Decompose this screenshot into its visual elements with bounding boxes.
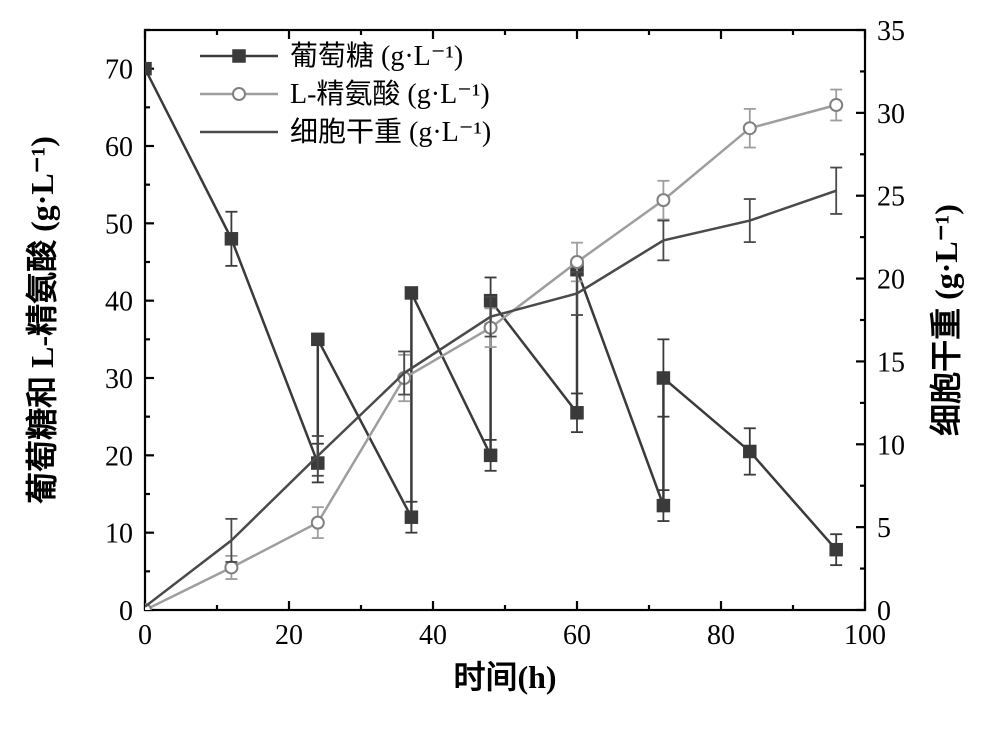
- fermentation-chart: 0204060801000102030405060700510152025303…: [0, 0, 1000, 732]
- marker-square: [312, 333, 324, 345]
- marker-square: [830, 544, 842, 556]
- chart-container: 0204060801000102030405060700510152025303…: [0, 0, 1000, 732]
- marker-circle: [830, 99, 842, 111]
- axis-label-y-right: 细胞干重 (g·L⁻¹): [928, 204, 964, 436]
- tick-label-yL: 70: [105, 55, 133, 86]
- legend: 葡萄糖 (g·L⁻¹) L-精氨酸 (g·L⁻¹) 细胞干重 (g·L⁻¹): [200, 40, 491, 148]
- marker-square: [405, 287, 417, 299]
- marker-circle: [657, 194, 669, 206]
- marker-square: [485, 449, 497, 461]
- tick-label-yR: 0: [877, 596, 891, 627]
- tick-label-yL: 40: [105, 287, 133, 318]
- tick-label-yL: 60: [105, 132, 133, 163]
- legend-label: 细胞干重 (g·L⁻¹): [290, 116, 491, 148]
- marker-circle: [744, 122, 756, 134]
- tick-label-yL: 10: [105, 519, 133, 550]
- axis-label-x: 时间(h): [453, 659, 556, 695]
- marker-circle: [312, 517, 324, 529]
- tick-label-yR: 15: [877, 347, 905, 378]
- marker-square: [225, 233, 237, 245]
- marker-circle: [571, 256, 583, 268]
- marker-square: [657, 372, 669, 384]
- tick-label-x: 20: [275, 620, 303, 651]
- legend-label: 葡萄糖 (g·L⁻¹): [290, 40, 463, 72]
- marker-square: [744, 445, 756, 457]
- tick-label-yL: 50: [105, 209, 133, 240]
- marker-square: [405, 511, 417, 523]
- marker-square: [233, 50, 245, 62]
- tick-label-yR: 25: [877, 182, 905, 213]
- marker-square: [571, 407, 583, 419]
- tick-label-x: 80: [707, 620, 735, 651]
- tick-label-yR: 35: [877, 16, 905, 47]
- tick-label-x: 0: [138, 620, 152, 651]
- tick-label-x: 40: [419, 620, 447, 651]
- tick-label-yR: 20: [877, 265, 905, 296]
- tick-label-yR: 10: [877, 430, 905, 461]
- marker-circle: [233, 88, 245, 100]
- legend-label: L-精氨酸 (g·L⁻¹): [290, 78, 490, 110]
- marker-circle: [225, 561, 237, 573]
- tick-label-yL: 0: [119, 596, 133, 627]
- tick-label-x: 60: [563, 620, 591, 651]
- tick-label-yR: 5: [877, 513, 891, 544]
- tick-label-yR: 30: [877, 99, 905, 130]
- tick-label-yL: 20: [105, 441, 133, 472]
- marker-square: [657, 500, 669, 512]
- axis-label-y-left: 葡萄糖和 L-精氨酸 (g·L⁻¹): [24, 136, 60, 504]
- tick-label-yL: 30: [105, 364, 133, 395]
